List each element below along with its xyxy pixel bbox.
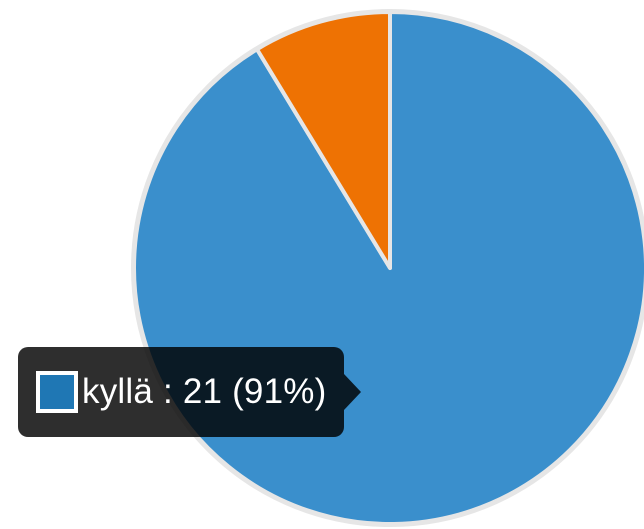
- tooltip-series-label: kyllä: [82, 372, 154, 411]
- chart-tooltip: kyllä : 21 (91%): [18, 347, 362, 437]
- tooltip-value: 21 (91%): [182, 372, 327, 411]
- tooltip-color-swatch: [36, 371, 78, 413]
- pie-slices: [132, 10, 644, 526]
- pie-slice-1[interactable]: [254, 10, 392, 270]
- tooltip-separator: :: [153, 372, 183, 411]
